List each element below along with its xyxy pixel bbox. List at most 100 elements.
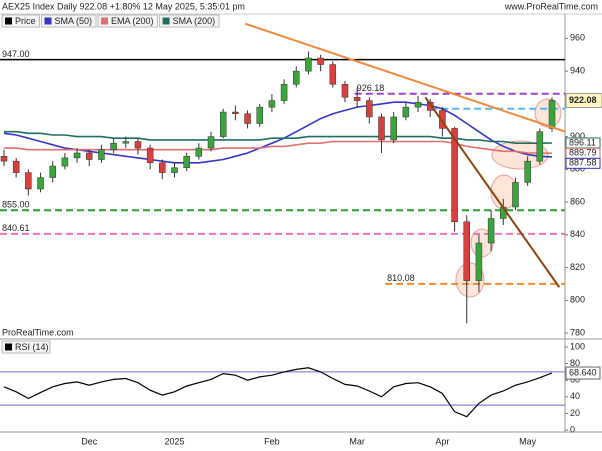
candle-body <box>195 147 203 157</box>
trendline <box>244 22 566 133</box>
candle-body <box>37 177 44 190</box>
candle-body <box>341 83 349 98</box>
candle-body <box>256 106 263 124</box>
x-tick-label: Apr <box>435 436 449 446</box>
candle-body <box>451 128 458 223</box>
y-tick-label: 820 <box>570 262 585 272</box>
candle-body <box>280 83 288 101</box>
candle-body <box>487 218 495 244</box>
candle-body <box>463 221 471 281</box>
candle-body <box>85 152 93 160</box>
y-tick-label: 20 <box>570 408 580 418</box>
y-tick-label: 800 <box>570 295 585 305</box>
candle-body <box>25 172 32 190</box>
candle-body <box>244 113 251 124</box>
legend-label: SMA (200) <box>173 16 216 26</box>
candle-body <box>390 116 397 141</box>
ma-line <box>3 101 553 164</box>
candle-body <box>159 162 166 173</box>
candle-body <box>512 182 519 208</box>
candle-body <box>329 64 337 85</box>
legend-swatch <box>101 17 109 25</box>
ma-label: 896.11 <box>569 137 596 147</box>
legend-label: RSI (14) <box>15 342 49 352</box>
candle-body <box>0 156 8 162</box>
legend-box <box>159 14 220 28</box>
chart-title: AEX25 Index Daily 922.08 +1.80% 12 May 2… <box>2 1 245 11</box>
candle-body <box>207 136 215 149</box>
candle-body <box>122 141 130 144</box>
legend-box <box>41 14 97 28</box>
y-tick-label: 0 <box>570 424 575 434</box>
candle-body <box>268 100 276 108</box>
legend-swatch <box>5 17 12 25</box>
candle-body <box>134 141 142 149</box>
rsi-label: 68.640 <box>569 367 597 377</box>
level-label: 855.00 <box>2 200 30 210</box>
legend-swatch <box>5 343 12 351</box>
y-tick-label: 780 <box>570 327 585 337</box>
y-tick-label: 840 <box>570 229 585 239</box>
y-tick-label: 60 <box>570 375 580 385</box>
ma-label: 889.79 <box>569 148 597 158</box>
price-label-box <box>565 92 602 108</box>
candle-body <box>378 116 385 141</box>
y-tick-label: 900 <box>570 131 585 141</box>
candle-body <box>73 152 81 159</box>
candle-body <box>305 57 312 72</box>
legend-label: SMA (50) <box>55 16 93 26</box>
candle-body <box>414 101 422 108</box>
source: www.ProRealTime.com <box>504 1 598 11</box>
legend-box <box>97 14 159 28</box>
candle-body <box>475 242 483 281</box>
candle-body <box>353 97 361 101</box>
candle-body <box>293 70 300 85</box>
candle-body <box>12 160 20 173</box>
legend-swatch <box>162 17 170 25</box>
candle-body <box>146 147 154 164</box>
candle-body <box>402 106 410 118</box>
y-tick-label: 40 <box>570 391 580 401</box>
candle-body <box>232 111 239 114</box>
candle-body <box>536 131 544 162</box>
candle-body <box>219 111 227 137</box>
candle-body <box>183 156 190 168</box>
x-tick-label: Dec <box>81 436 98 446</box>
y-tick-label: 80 <box>570 358 580 368</box>
x-tick-label: Mar <box>349 436 365 446</box>
price-label: 922.08 <box>569 95 597 105</box>
candle-body <box>49 165 56 178</box>
x-tick-label: 2025 <box>164 436 184 446</box>
candle-body <box>98 149 105 160</box>
level-label: 810.08 <box>387 273 415 283</box>
ma-label: 887.58 <box>569 158 597 168</box>
rsi-line <box>3 367 553 418</box>
candle-body <box>171 167 178 173</box>
y-tick-label: 100 <box>570 341 585 351</box>
legend-swatch <box>44 17 52 25</box>
x-tick-label: May <box>519 436 537 446</box>
candle-body <box>426 101 434 111</box>
ma-line <box>4 140 553 155</box>
trendline <box>424 96 561 288</box>
candle-body <box>61 157 69 167</box>
level-label: 947.00 <box>2 49 30 59</box>
x-tick-label: Feb <box>264 436 280 446</box>
rsi-label-box <box>565 366 601 380</box>
candle-body <box>366 100 373 118</box>
candle-body <box>317 57 324 65</box>
legend-label: Price <box>15 16 36 26</box>
level-label: 926.18 <box>357 83 385 93</box>
ma-line <box>4 130 553 144</box>
legend-box <box>1 340 51 354</box>
footer: ProRealTime.com <box>2 327 74 337</box>
y-tick-label: 940 <box>570 65 585 75</box>
candle-body <box>548 100 556 129</box>
y-tick-label: 860 <box>570 196 585 206</box>
y-tick-label: 960 <box>570 33 585 43</box>
legend-label: EMA (200) <box>111 16 154 26</box>
ma-label-box <box>565 157 601 169</box>
candle-body <box>524 160 531 183</box>
